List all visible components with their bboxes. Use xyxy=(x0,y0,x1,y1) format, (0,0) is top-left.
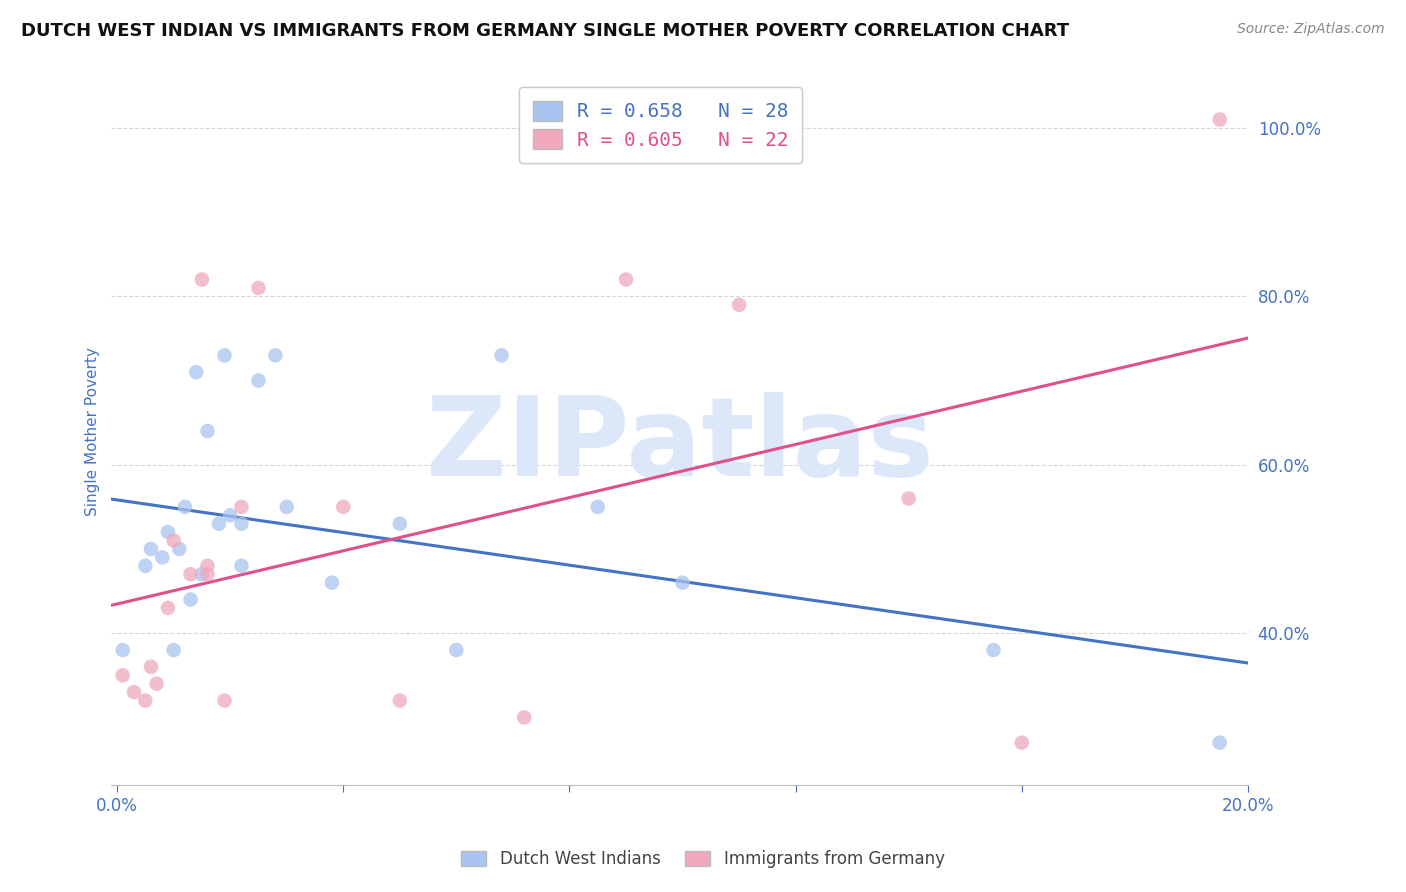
Point xyxy=(197,558,219,573)
Point xyxy=(247,374,270,388)
Point xyxy=(231,516,253,531)
Point xyxy=(276,500,298,514)
Point xyxy=(122,685,145,699)
Point xyxy=(197,567,219,582)
Point xyxy=(134,693,156,707)
Point xyxy=(446,643,468,657)
Point xyxy=(174,500,197,514)
Point xyxy=(231,558,253,573)
Point xyxy=(214,348,236,362)
Legend: Dutch West Indians, Immigrants from Germany: Dutch West Indians, Immigrants from Germ… xyxy=(454,844,952,875)
Point xyxy=(150,550,173,565)
Point xyxy=(1208,736,1230,750)
Point xyxy=(491,348,513,362)
Point xyxy=(191,272,214,286)
Point xyxy=(169,541,191,556)
Point xyxy=(208,516,231,531)
Point xyxy=(897,491,920,506)
Point xyxy=(1208,112,1230,127)
Point xyxy=(671,575,693,590)
Text: Source: ZipAtlas.com: Source: ZipAtlas.com xyxy=(1237,22,1385,37)
Point xyxy=(111,643,134,657)
Point xyxy=(197,424,219,438)
Point xyxy=(186,365,208,379)
Point xyxy=(219,508,242,523)
Point xyxy=(513,710,536,724)
Legend: R = 0.658   N = 28, R = 0.605   N = 22: R = 0.658 N = 28, R = 0.605 N = 22 xyxy=(519,87,803,163)
Point xyxy=(134,558,156,573)
Point xyxy=(145,676,167,690)
Point xyxy=(983,643,1005,657)
Point xyxy=(162,643,184,657)
Point xyxy=(156,601,179,615)
Point xyxy=(231,500,253,514)
Point xyxy=(111,668,134,682)
Point xyxy=(388,693,411,707)
Point xyxy=(388,516,411,531)
Point xyxy=(139,541,162,556)
Point xyxy=(1011,736,1033,750)
Point xyxy=(264,348,287,362)
Point xyxy=(180,567,202,582)
Y-axis label: Single Mother Poverty: Single Mother Poverty xyxy=(86,347,100,516)
Point xyxy=(214,693,236,707)
Point xyxy=(321,575,343,590)
Text: ZIPatlas: ZIPatlas xyxy=(426,392,934,499)
Point xyxy=(191,567,214,582)
Point xyxy=(162,533,184,548)
Point xyxy=(247,281,270,295)
Point xyxy=(614,272,637,286)
Point xyxy=(139,660,162,674)
Point xyxy=(332,500,354,514)
Point xyxy=(586,500,609,514)
Text: DUTCH WEST INDIAN VS IMMIGRANTS FROM GERMANY SINGLE MOTHER POVERTY CORRELATION C: DUTCH WEST INDIAN VS IMMIGRANTS FROM GER… xyxy=(21,22,1069,40)
Point xyxy=(156,525,179,540)
Point xyxy=(180,592,202,607)
Point xyxy=(728,298,751,312)
